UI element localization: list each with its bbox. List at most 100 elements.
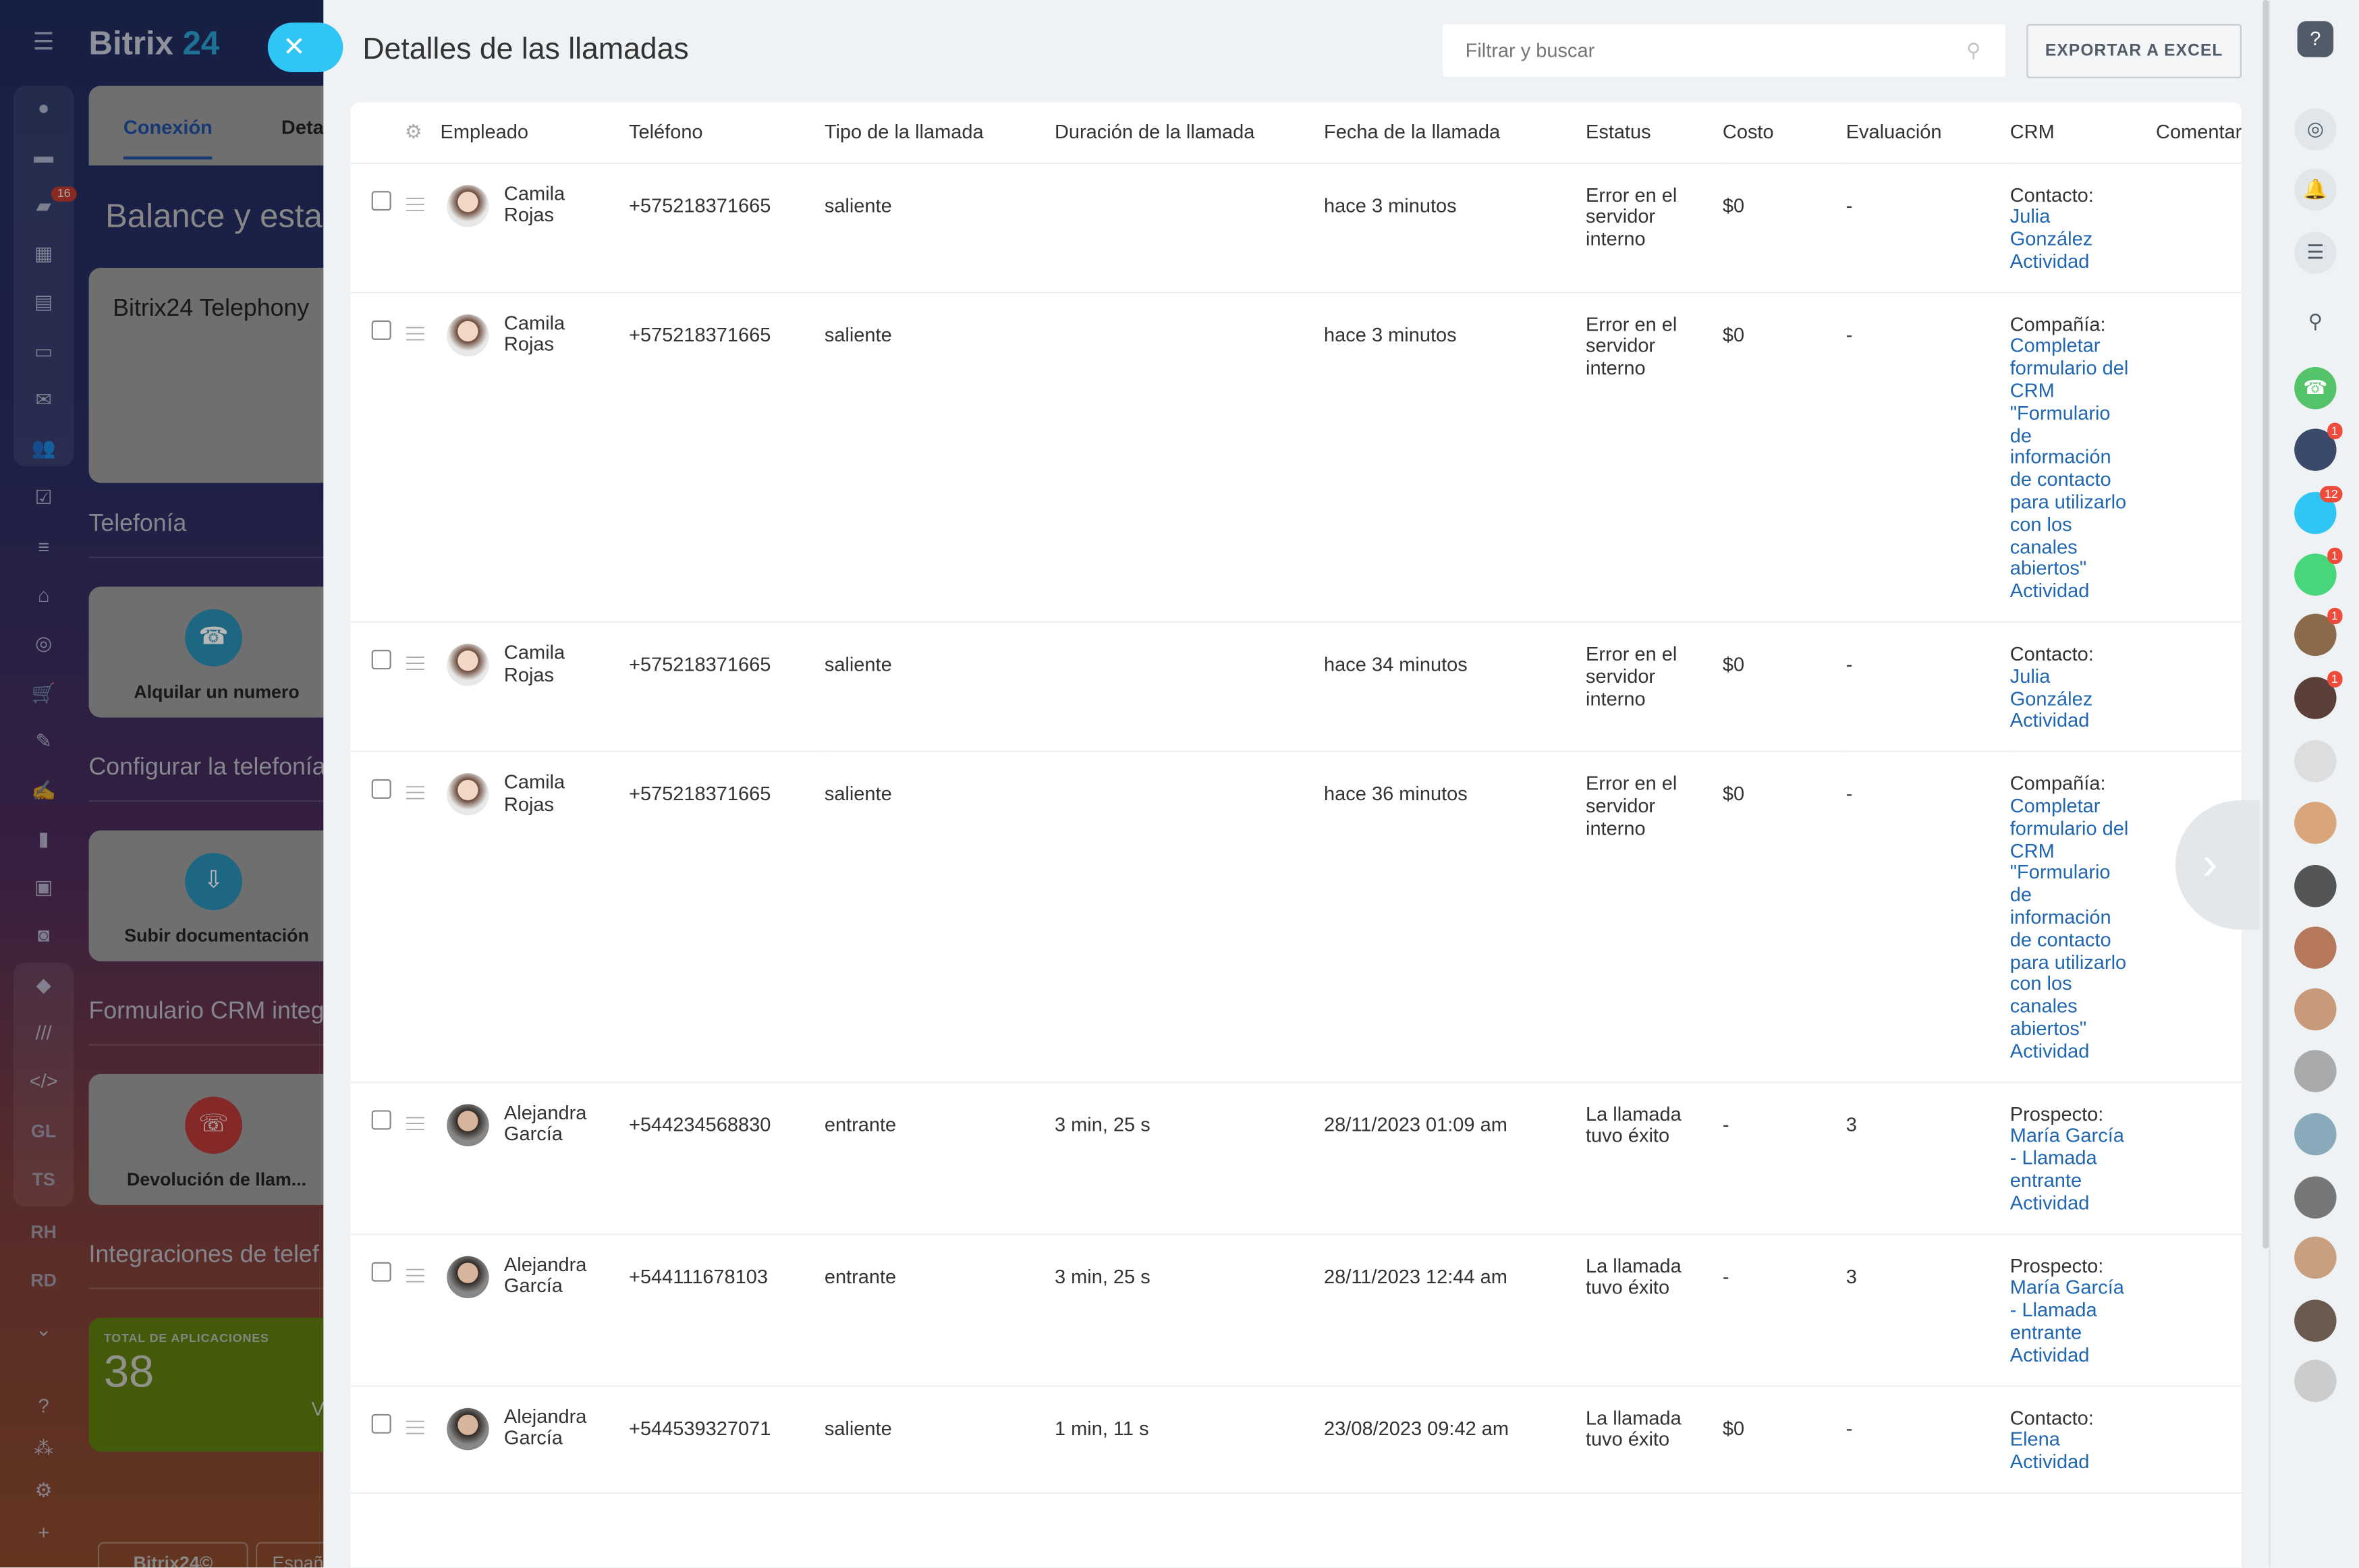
help-icon[interactable]: ?	[38, 1394, 49, 1418]
drag-handle-icon[interactable]: — — —	[406, 1409, 424, 1443]
bell-icon[interactable]: 🔔	[2294, 168, 2337, 211]
tab-conexion[interactable]: Conexión	[123, 116, 213, 160]
menu-icon[interactable]: ☰	[32, 30, 55, 56]
table-row[interactable]: — — — Camila Rojas +575218371665 saliente h…	[350, 752, 2242, 1083]
help-icon[interactable]: ?	[2297, 21, 2334, 57]
nav-rh[interactable]: RH	[30, 1221, 57, 1243]
crm-activity-link[interactable]: Actividad	[2009, 1039, 2090, 1062]
search-icon[interactable]: ⚲	[1966, 38, 1981, 62]
contact-avatar[interactable]: 1	[2294, 607, 2343, 656]
col-costo[interactable]: Costo	[1722, 102, 1846, 163]
chat-icon[interactable]: 12	[2294, 486, 2343, 534]
employee-name[interactable]: Camila Rojas	[503, 640, 565, 686]
contact-avatar[interactable]	[2294, 1113, 2337, 1156]
col-empleado[interactable]: Empleado	[440, 119, 529, 143]
filter-icon[interactable]: ≡	[38, 535, 50, 559]
cart-icon[interactable]: 🛒	[31, 681, 56, 704]
upload-docs-card[interactable]: ⇩ Subir documentación	[88, 830, 345, 961]
robot-icon[interactable]: ◙	[37, 923, 50, 947]
row-checkbox[interactable]	[371, 1109, 391, 1129]
chat-icon[interactable]: ▰	[36, 194, 51, 217]
row-checkbox[interactable]	[371, 650, 391, 670]
contact-avatar[interactable]: 1	[2294, 671, 2343, 719]
plus-icon[interactable]: +	[38, 1521, 50, 1544]
mail-icon[interactable]: ✉	[35, 388, 52, 411]
crm-activity-link[interactable]: Actividad	[2009, 1191, 2090, 1214]
employee-name[interactable]: Alejandra García	[503, 1100, 587, 1146]
crm-activity-link[interactable]: Actividad	[2009, 249, 2090, 273]
nav-rd[interactable]: RD	[30, 1269, 57, 1291]
table-row[interactable]: — — — Camila Rojas +575218371665 saliente h…	[350, 291, 2242, 623]
search-icon[interactable]: ⚲	[2308, 310, 2323, 333]
callback-card[interactable]: ☏ Devolución de llam...	[88, 1073, 345, 1205]
crm-link[interactable]: Julia González	[2009, 204, 2093, 250]
employee-name[interactable]: Alejandra García	[503, 1252, 587, 1297]
contact-avatar[interactable]	[2294, 865, 2337, 907]
contact-avatar[interactable]	[2294, 1050, 2337, 1092]
feed-icon[interactable]: ●	[37, 96, 50, 119]
table-row[interactable]: — — — Alejandra García +544539327071 salien…	[350, 1385, 2242, 1494]
col-estatus[interactable]: Estatus	[1585, 102, 1723, 163]
drag-handle-icon[interactable]: — — —	[406, 315, 424, 349]
table-row[interactable]: — — — Camila Rojas +575218371665 saliente h…	[350, 622, 2242, 753]
contact-avatar[interactable]	[2294, 1176, 2337, 1219]
crm-activity-link[interactable]: Actividad	[2009, 1450, 2090, 1474]
table-row[interactable]: — — — Camila Rojas +575218371665 saliente h…	[350, 162, 2242, 293]
edit-icon[interactable]: ✎	[35, 729, 52, 752]
contact-avatar[interactable]	[2294, 1299, 2337, 1342]
chevron-down-icon[interactable]: ⌄	[35, 1318, 52, 1341]
contact-avatar[interactable]	[2294, 988, 2337, 1031]
tab-detalles[interactable]: Deta	[281, 115, 324, 139]
col-fecha[interactable]: Fecha de la llamada	[1324, 102, 1586, 163]
row-checkbox[interactable]	[371, 190, 391, 211]
drag-handle-icon[interactable]: — — —	[406, 1104, 424, 1138]
checkbox-icon[interactable]: ☑	[34, 486, 53, 509]
contact-avatar[interactable]	[2294, 926, 2337, 969]
employee-name[interactable]: Camila Rojas	[503, 771, 565, 816]
drive-icon[interactable]: ▭	[34, 339, 53, 363]
row-checkbox[interactable]	[371, 1261, 391, 1281]
col-duracion[interactable]: Duración de la llamada	[1054, 102, 1325, 163]
target-icon[interactable]: ◎	[35, 632, 53, 654]
phone-icon[interactable]: ☎	[2294, 367, 2337, 410]
row-checkbox[interactable]	[371, 779, 391, 800]
settings-gear-icon[interactable]: ⚙	[404, 119, 422, 143]
contact-avatar[interactable]	[2294, 802, 2337, 844]
col-telefono[interactable]: Teléfono	[628, 102, 825, 163]
footer-logo[interactable]: Bitrix24©	[97, 1542, 248, 1568]
col-crm[interactable]: CRM	[2009, 102, 2157, 163]
table-row[interactable]: — — — Alejandra García +544111678103 entran…	[350, 1233, 2242, 1387]
crm-link[interactable]: Elena	[2009, 1428, 2060, 1451]
close-panel-button[interactable]: ✕	[267, 22, 343, 73]
messages-icon[interactable]: ☰	[2294, 231, 2337, 274]
chat-icon[interactable]: 1	[2294, 422, 2343, 471]
row-checkbox[interactable]	[371, 320, 391, 340]
drag-handle-icon[interactable]: — — —	[406, 645, 424, 679]
apps-card[interactable]: TOTAL DE APLICACIONES 38 V	[88, 1318, 345, 1452]
export-excel-button[interactable]: EXPORTAR A EXCEL	[2026, 24, 2242, 78]
col-tipo[interactable]: Tipo de la llamada	[824, 102, 1055, 163]
drag-handle-icon[interactable]: — — —	[406, 775, 424, 808]
employee-name[interactable]: Camila Rojas	[503, 310, 565, 356]
employee-name[interactable]: Alejandra García	[503, 1404, 587, 1449]
card-icon[interactable]: ▣	[34, 875, 53, 899]
crm-activity-link[interactable]: Actividad	[2009, 579, 2090, 603]
copilot-icon[interactable]: ◎	[2294, 108, 2337, 150]
crm-link[interactable]: Julia González	[2009, 665, 2093, 710]
row-checkbox[interactable]	[371, 1413, 391, 1433]
crm-link[interactable]: Completar formulario del CRM "Formulario…	[2009, 794, 2129, 1040]
calendar-icon[interactable]: ▦	[34, 242, 53, 265]
drag-handle-icon[interactable]: — — —	[406, 186, 424, 219]
gear-icon[interactable]: ⚙	[34, 1478, 53, 1502]
crm-link[interactable]: María García - Llamada entrante	[2009, 1124, 2124, 1192]
search-input[interactable]	[1443, 24, 2006, 77]
box-icon[interactable]: ◆	[36, 973, 51, 996]
chart-icon[interactable]: ▮	[38, 827, 49, 850]
store-icon[interactable]: ⌂	[37, 584, 50, 607]
contact-avatar[interactable]	[2294, 739, 2337, 783]
stripes-icon[interactable]: ///	[35, 1021, 52, 1044]
docs-icon[interactable]: ▤	[34, 290, 53, 313]
rent-number-card[interactable]: ☎ Alquilar un numero	[88, 586, 345, 718]
tasks-icon[interactable]: ▬	[34, 144, 54, 167]
nav-gl[interactable]: GL	[31, 1121, 57, 1142]
